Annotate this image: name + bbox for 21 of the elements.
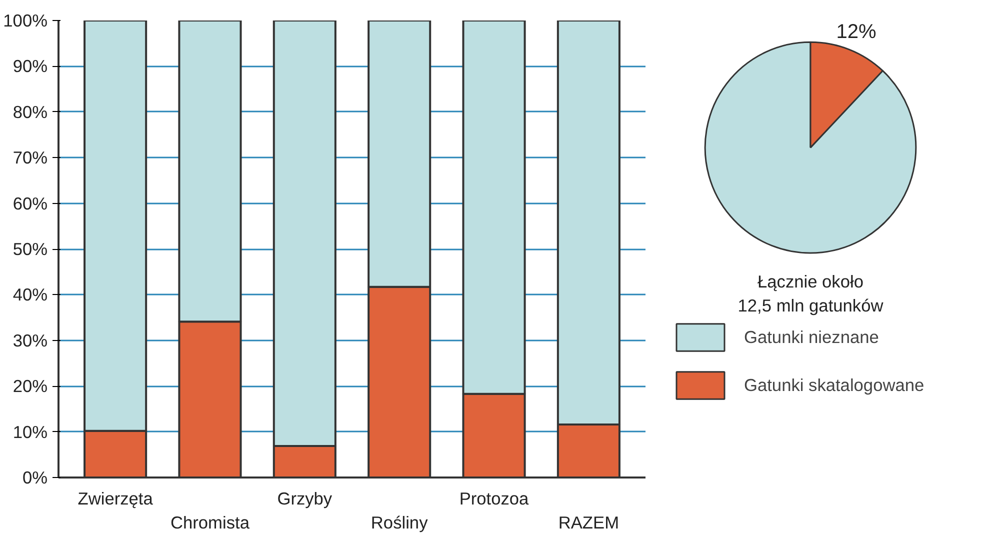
x-tick-label: RAZEM [558, 512, 620, 532]
y-tick-label: 0% [22, 468, 48, 488]
data-label: 12% [836, 21, 876, 44]
x-tick-label: Protozoa [459, 488, 530, 508]
y-tick-label: 80% [12, 102, 48, 122]
y-tick-label: 60% [12, 193, 48, 214]
text: Łącznie około 12,5 mln gatunków [738, 271, 884, 316]
legend-label: Gatunki skatalogowane [744, 374, 924, 396]
y-tick-label: 20% [12, 376, 48, 396]
x-tick-label: Rośliny [370, 512, 428, 532]
y-tick-label: 40% [12, 284, 48, 305]
y-tick-label: 30% [12, 330, 48, 350]
y-tick-label: 70% [12, 148, 48, 168]
y-tick-label: 100% [3, 10, 48, 30]
x-tick-label: Chromista [170, 512, 250, 532]
x-tick-label: Grzyby [277, 488, 332, 508]
y-tick-label: 50% [12, 239, 48, 259]
x-tick-label: Zwierzęta [78, 488, 154, 508]
y-tick-label: 10% [12, 422, 48, 442]
y-tick-label: 90% [12, 56, 48, 76]
legend-label: Gatunki nieznane [744, 326, 879, 348]
